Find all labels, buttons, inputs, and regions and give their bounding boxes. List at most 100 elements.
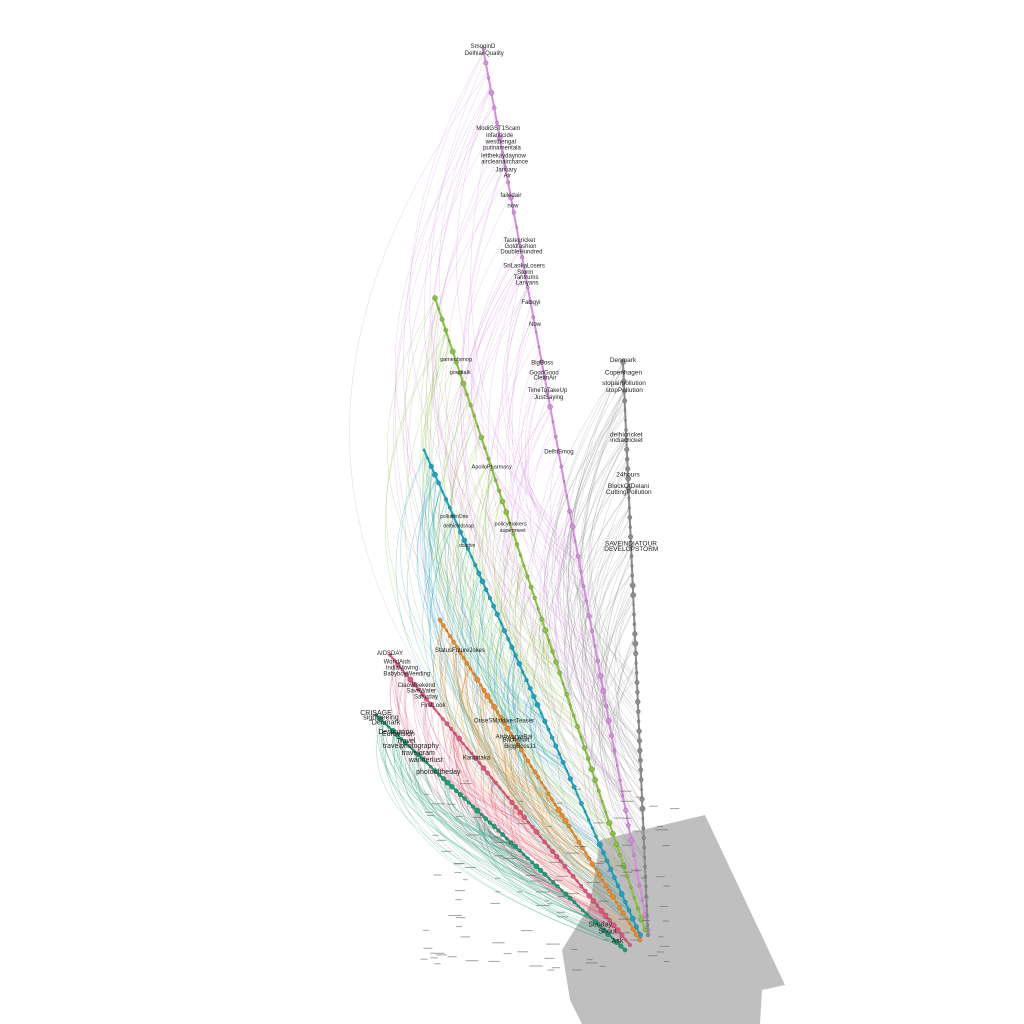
hub-minor-label — [663, 961, 670, 962]
teal-node — [513, 653, 518, 658]
pink-edge — [397, 669, 531, 825]
hub-minor-label — [566, 893, 580, 895]
pink-node — [539, 835, 542, 839]
pink-node — [614, 927, 621, 934]
teal-node — [527, 686, 533, 691]
teal-edge — [501, 655, 617, 882]
gray-node — [621, 370, 626, 374]
orange-node — [451, 639, 456, 644]
orange-node — [589, 861, 596, 867]
green-edge — [509, 543, 644, 925]
gray-edge — [564, 442, 644, 836]
dark-green-label: Ask — [612, 938, 624, 945]
dark-green-node — [412, 749, 416, 753]
pink-node — [449, 726, 453, 731]
purple-edge — [505, 287, 578, 554]
purple-node — [574, 540, 577, 543]
pink-edge — [411, 681, 570, 872]
green-node — [613, 841, 620, 847]
dark-green-edge — [461, 796, 519, 850]
hub-minor-label — [558, 896, 566, 897]
orange-edge — [485, 693, 562, 815]
green-edge — [475, 499, 583, 743]
teal-node — [579, 801, 584, 806]
purple-node — [600, 687, 607, 694]
orange-edge — [455, 646, 567, 822]
teal-node — [441, 490, 444, 493]
hub-minor-label — [425, 811, 433, 813]
purple-edge — [426, 86, 643, 901]
hub-minor-label — [598, 925, 605, 927]
orange-label: StatusFutureJokes — [435, 648, 485, 654]
hub-minor-label — [551, 967, 560, 969]
purple-edge — [429, 59, 598, 662]
gray-node — [636, 709, 641, 714]
purple-edge — [497, 285, 616, 756]
purple-edge — [456, 249, 611, 731]
dark-green-node — [505, 836, 509, 841]
hub-minor-label — [441, 850, 452, 852]
hub-minor-label — [620, 800, 634, 802]
teal-label: pollutionOne — [440, 514, 468, 520]
orange-node — [603, 883, 609, 889]
teal-edge — [428, 488, 567, 771]
purple-label: putinamentala — [483, 145, 521, 151]
purple-node — [487, 76, 491, 80]
orange-node — [610, 893, 616, 900]
gray-node — [644, 884, 648, 888]
green-edge — [430, 357, 597, 785]
hub-minor-label — [642, 920, 651, 921]
gray-edge — [580, 390, 641, 769]
green-node — [638, 916, 645, 923]
orange-node — [509, 732, 513, 736]
pink-node — [530, 825, 535, 829]
teal-edge — [424, 489, 600, 844]
hub-minor-label — [662, 920, 669, 922]
hub-minor-label — [530, 880, 543, 882]
gray-node — [629, 554, 634, 559]
teal-edge — [420, 469, 544, 719]
gray-label: indiacricket — [610, 437, 643, 444]
teal-node — [470, 555, 473, 559]
orange-edge — [515, 742, 553, 801]
pink-edge — [495, 786, 590, 896]
purple-node — [556, 450, 560, 454]
gray-edge — [590, 451, 637, 678]
green-edge — [538, 621, 554, 656]
gray-node — [621, 388, 627, 394]
hub-minor-label — [436, 954, 447, 956]
dark-green-node — [555, 884, 560, 889]
hub-minor-label — [649, 805, 658, 807]
dark-green-edge — [477, 810, 543, 873]
green-edge — [499, 538, 564, 684]
hub-minor-label — [599, 861, 607, 863]
green-node — [575, 724, 580, 729]
hub-minor-label — [655, 829, 668, 831]
pink-node — [526, 820, 530, 824]
gray-edge — [567, 363, 644, 838]
green-edge — [525, 611, 604, 804]
orange-node — [532, 769, 538, 775]
dark-green-edge — [391, 731, 515, 846]
teal-node — [509, 644, 515, 650]
gray-node — [645, 923, 650, 927]
hub-minor-label — [465, 960, 479, 962]
purple-node — [545, 389, 550, 394]
purple-edge — [511, 303, 598, 659]
pink-edge — [423, 695, 533, 828]
gray-node — [624, 418, 627, 422]
pink-edge — [453, 731, 586, 892]
teal-edge — [487, 617, 566, 769]
dark-green-edge — [396, 734, 517, 849]
green-edge — [481, 472, 611, 826]
green-node — [478, 434, 484, 440]
green-edge — [516, 560, 560, 673]
gray-node — [638, 757, 643, 763]
pink-edge — [412, 682, 617, 929]
dark-green-edge — [510, 842, 593, 920]
purple-edge — [394, 106, 607, 710]
gray-node — [641, 817, 645, 820]
hub-minor-label — [495, 877, 501, 879]
dark-green-edge — [385, 727, 621, 947]
green-node — [588, 766, 595, 773]
